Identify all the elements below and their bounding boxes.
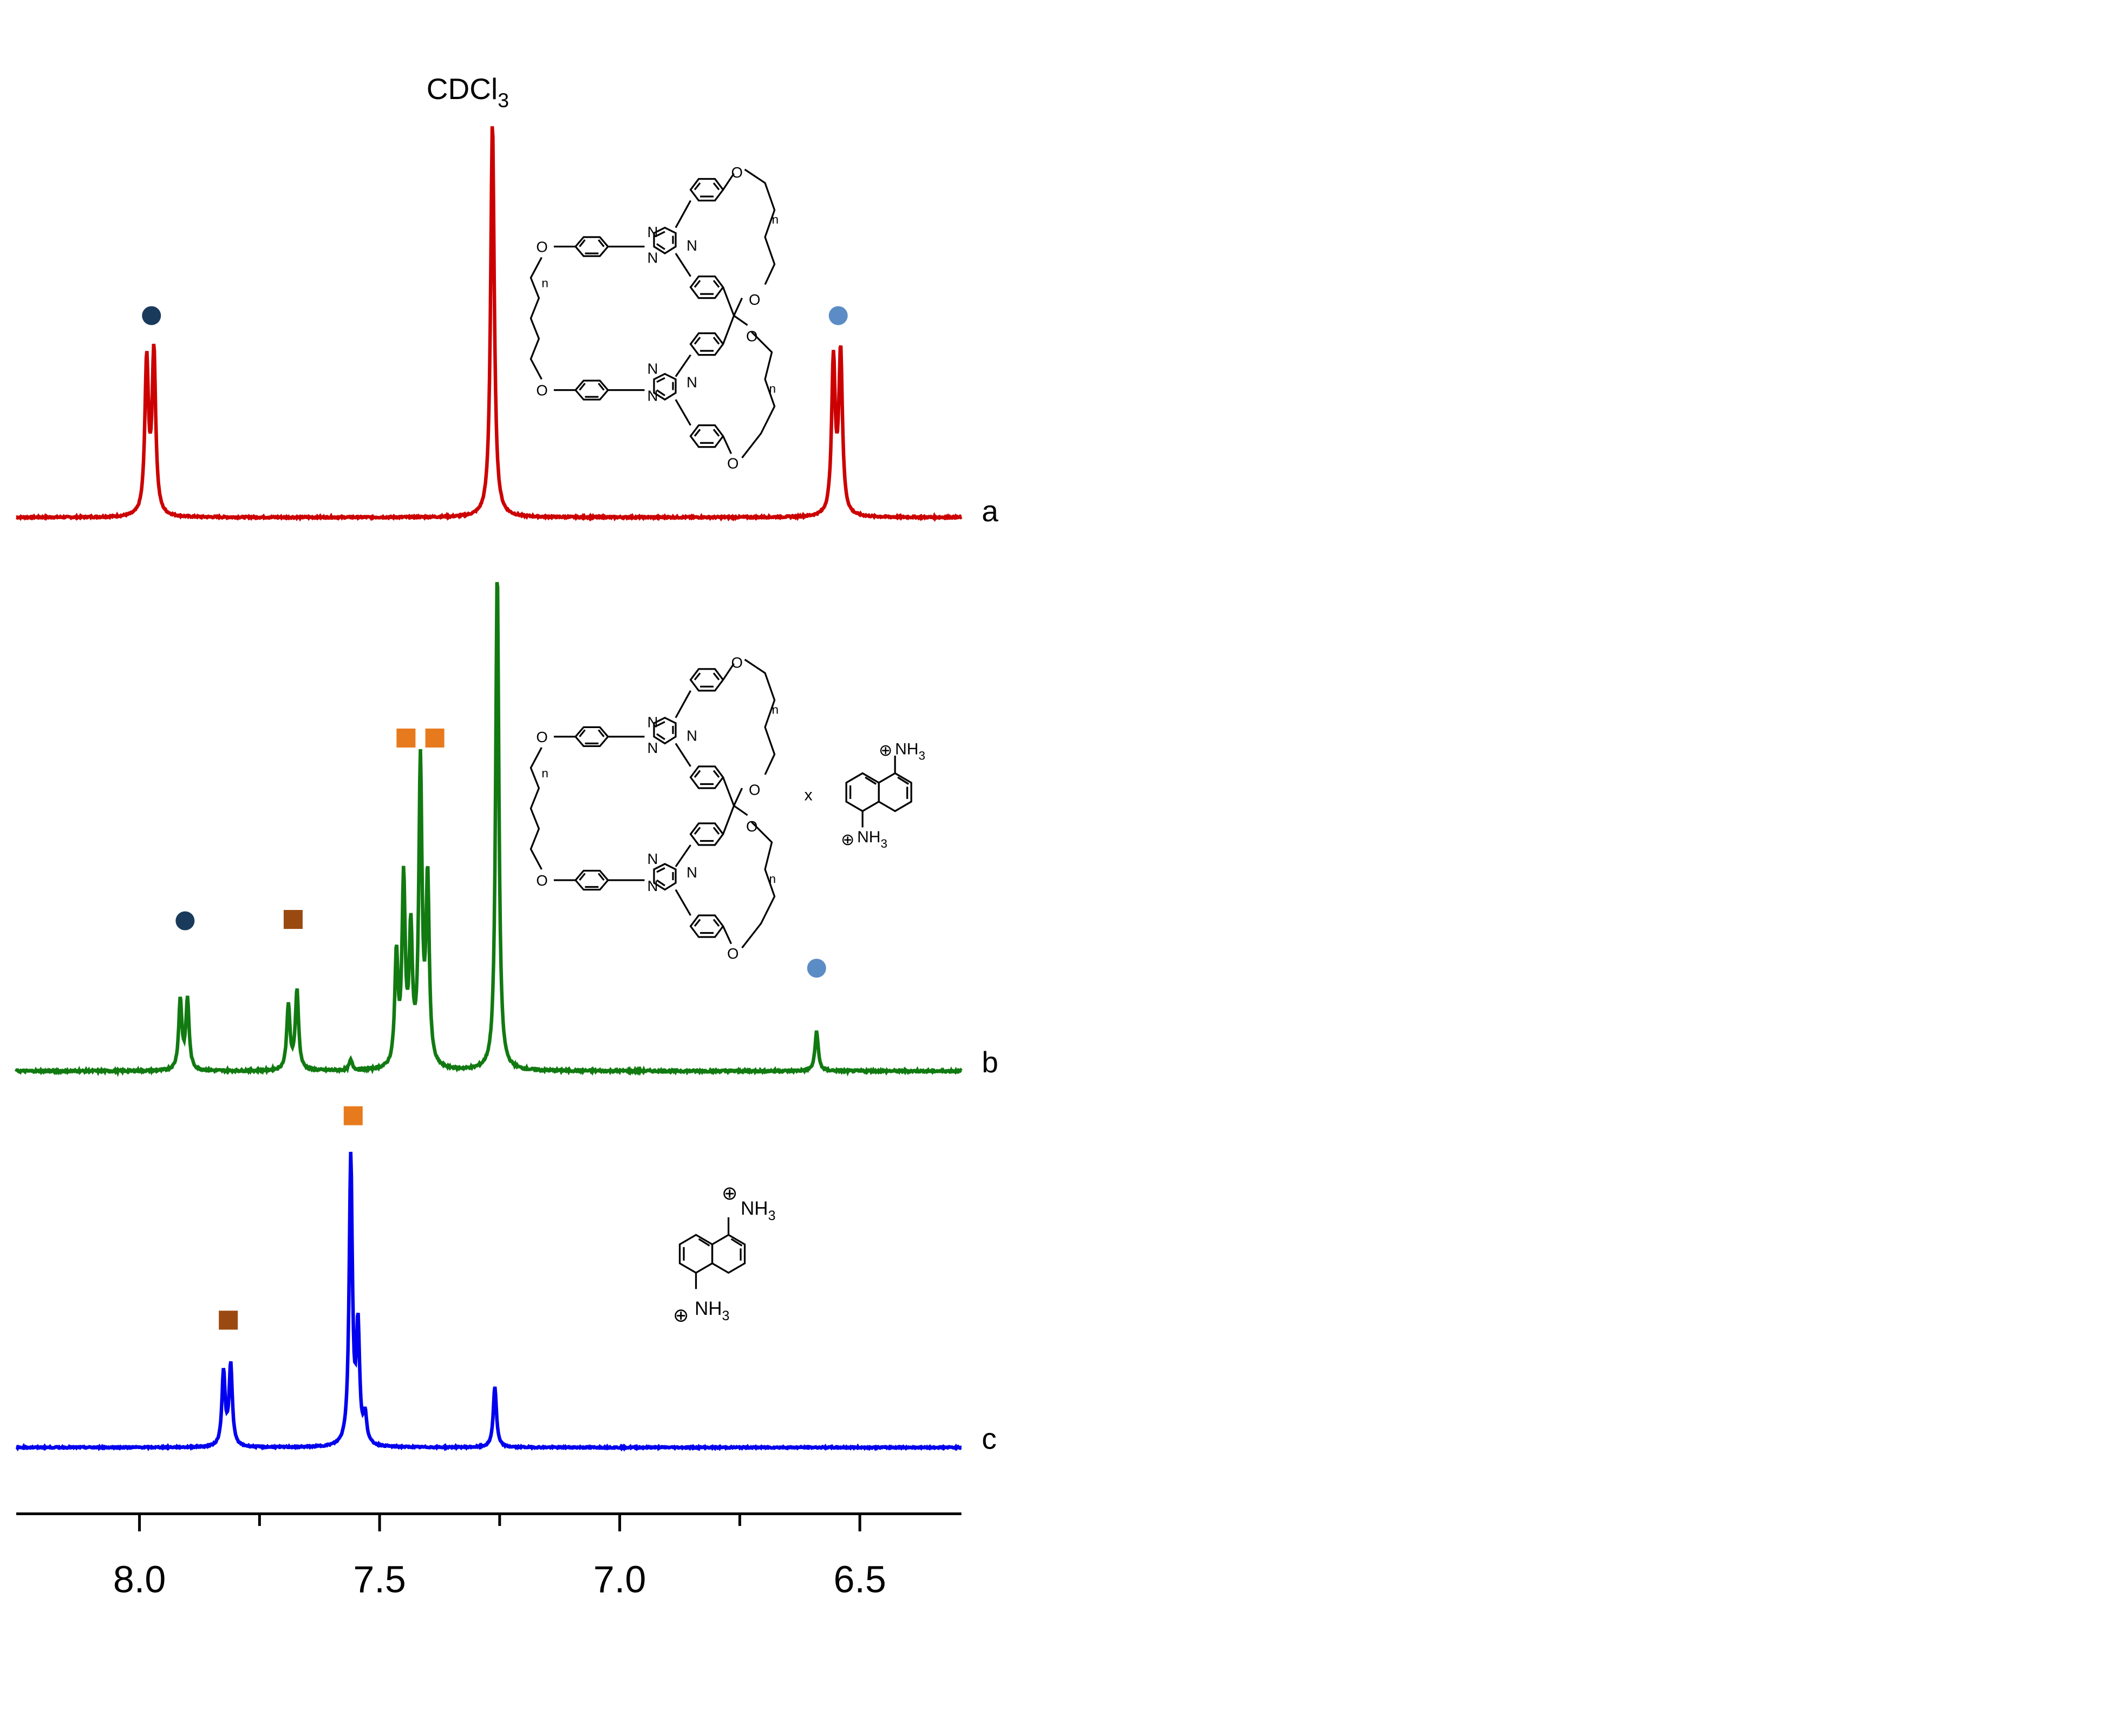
atom-label: N <box>647 739 658 756</box>
repeat-n-label: n <box>772 703 779 716</box>
atom-label: O <box>731 164 743 181</box>
atom-label: N <box>687 237 697 254</box>
guest-c-bottom-plus: ⊕ <box>673 1305 689 1326</box>
square-marker <box>219 1311 238 1330</box>
circle-marker <box>828 306 848 325</box>
atom-label: N <box>687 864 697 881</box>
atom-label: O <box>746 328 757 345</box>
atom-label: O <box>749 291 760 308</box>
guest-b-bottom-plus: ⊕ <box>841 831 854 849</box>
peak-markers <box>142 306 848 1330</box>
atom-label: O <box>536 239 547 256</box>
repeat-n-label: n <box>541 767 548 780</box>
repeat-n-label: n <box>769 872 776 886</box>
structure-a: O O O O O O N N N N N N <box>530 164 776 472</box>
x-tick-label: 7.0 <box>593 1558 646 1601</box>
atom-label: O <box>536 382 547 399</box>
chain-repeat-labels: n n n n n n <box>541 213 779 886</box>
guest-b-top-plus: ⊕ <box>879 742 892 759</box>
structure-a-atoms: O O O O O O N N N N N N <box>536 164 760 472</box>
square-marker <box>396 728 416 748</box>
x-tick-label: 7.5 <box>353 1558 406 1601</box>
square-marker <box>343 1106 363 1125</box>
spectrum-a-trace <box>15 126 963 522</box>
structure-b: O O O O O O N N N N N N x <box>530 654 813 962</box>
atom-label: N <box>647 250 658 266</box>
atom-label: O <box>536 729 547 745</box>
atom-label: O <box>731 654 743 671</box>
x-tick-label: 8.0 <box>113 1558 166 1601</box>
spectrum-b-trace <box>15 582 963 1077</box>
guest-c-bottom-nh3: NH3 <box>695 1298 729 1324</box>
solvent-label: CDCl3 <box>427 72 509 112</box>
spectrum-c-trace <box>15 1151 962 1452</box>
x-axis: 8.0 7.5 7.0 6.5 <box>16 1512 962 1601</box>
atom-label: O <box>746 818 757 835</box>
atom-label: N <box>687 374 697 391</box>
atom-label: O <box>536 872 547 889</box>
repeat-n-label: n <box>769 382 776 396</box>
atom-label: N <box>647 850 658 867</box>
atom-label: N <box>647 224 658 240</box>
circle-marker <box>807 959 826 978</box>
spectra-group <box>15 126 963 1452</box>
atom-label: O <box>727 455 738 472</box>
circle-marker <box>142 306 161 325</box>
atom-label: O <box>727 945 738 962</box>
guest-b-top-nh3: NH3 <box>895 740 925 762</box>
square-marker <box>425 728 445 748</box>
guest-c-top-plus: ⊕ <box>722 1183 737 1204</box>
atom-label: N <box>647 713 658 730</box>
guest-c-top-nh3: NH3 <box>741 1198 775 1223</box>
atom-label: N <box>647 388 658 404</box>
spectrum-c-label: c <box>982 1421 997 1455</box>
circle-marker <box>175 911 195 931</box>
repeat-n-label: n <box>772 213 779 226</box>
structure-b-atoms: O O O O O O N N N N N N <box>536 654 760 962</box>
structure-c-guest: ⊕ NH3 ⊕ NH3 <box>673 1183 776 1326</box>
atom-label: N <box>647 361 658 377</box>
repeat-n-label: n <box>541 277 548 290</box>
atom-label: O <box>749 781 760 798</box>
atom-label: N <box>647 877 658 894</box>
spectrum-b-label: b <box>982 1045 998 1079</box>
x-tick-label: 6.5 <box>833 1558 886 1601</box>
complex-times-sign: x <box>805 786 813 804</box>
atom-label: N <box>687 727 697 744</box>
spectrum-a-label: a <box>982 494 998 528</box>
structure-b-guest: ⊕ NH3 ⊕ NH3 <box>841 740 925 850</box>
square-marker <box>283 910 303 929</box>
guest-b-bottom-nh3: NH3 <box>857 828 887 850</box>
